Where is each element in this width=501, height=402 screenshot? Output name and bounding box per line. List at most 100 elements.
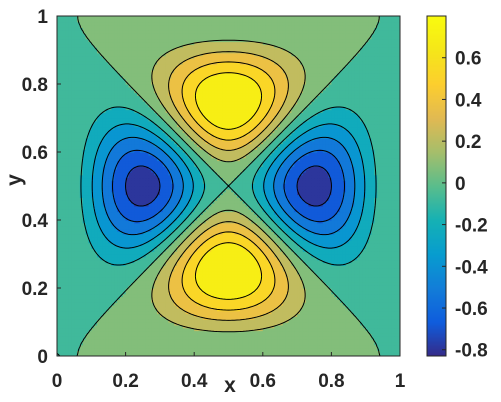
contour-cell — [248, 310, 252, 315]
contour-cell — [154, 296, 158, 300]
contour-cell — [322, 333, 327, 337]
contour-cell — [68, 319, 72, 323]
contour-cell — [371, 262, 375, 266]
contour-cell — [297, 282, 301, 286]
contour-cell — [354, 239, 358, 244]
contour-cell — [202, 299, 207, 303]
contour-cell — [111, 239, 115, 244]
contour-cell — [254, 265, 258, 269]
contour-cell — [151, 259, 155, 264]
contour-cell — [142, 256, 147, 261]
contour-cell — [362, 330, 367, 334]
contour-cell — [251, 259, 255, 264]
contour-cell — [239, 339, 244, 343]
contour-cell — [391, 245, 395, 249]
contour-cell — [294, 288, 298, 292]
contour-cell — [74, 237, 78, 241]
contour-cell — [134, 341, 138, 346]
contour-cell — [185, 254, 190, 258]
contour-cell — [345, 313, 350, 317]
contour-cell — [105, 239, 110, 244]
contour-cell — [228, 296, 232, 300]
contour-cell — [205, 254, 210, 258]
contour-cell — [285, 242, 290, 247]
contour-cell — [108, 307, 112, 312]
contour-cell — [385, 330, 390, 334]
contour-cell — [225, 279, 230, 283]
contour-cell — [179, 302, 184, 306]
contour-cell — [171, 237, 175, 241]
contour-cell — [222, 262, 227, 266]
contour-cell — [182, 282, 187, 286]
contour-cell — [237, 341, 241, 346]
contour-cell — [157, 259, 161, 264]
contour-cell — [348, 276, 353, 281]
contour-cell — [377, 322, 381, 326]
contour-cell — [348, 330, 353, 334]
contour-cell — [251, 279, 255, 283]
contour-cell — [279, 290, 284, 295]
contour-cell — [308, 324, 312, 329]
contour-cell — [285, 327, 290, 332]
contour-cell — [62, 259, 67, 264]
contour-cell — [179, 259, 184, 264]
contour-cell — [368, 248, 373, 252]
contour-cell — [65, 313, 70, 317]
contour-cell — [125, 245, 130, 249]
contour-cell — [262, 290, 267, 295]
contour-cell — [342, 245, 347, 249]
contour-cell — [62, 330, 67, 334]
contour-cell — [282, 313, 287, 317]
contour-cell — [371, 330, 375, 334]
contour-cell — [122, 316, 127, 320]
contour-cell — [159, 327, 164, 332]
contour-cell — [285, 265, 290, 269]
contour-cell — [211, 299, 215, 303]
contour-cell — [299, 254, 304, 258]
contour-cell — [239, 237, 244, 241]
contour-cell — [288, 350, 292, 354]
contour-cell — [325, 344, 330, 349]
contour-cell — [131, 319, 135, 323]
contour-cell — [65, 290, 70, 295]
contour-cell — [188, 299, 192, 303]
contour-cell — [237, 285, 241, 289]
contour-cell — [357, 288, 361, 292]
contour-cell — [362, 324, 367, 329]
contour-cell — [185, 282, 190, 286]
contour-cell — [337, 319, 341, 323]
contour-cell — [202, 313, 207, 317]
contour-cell — [314, 273, 318, 278]
contour-cell — [148, 285, 152, 289]
contour-cell — [142, 307, 147, 312]
contour-cell — [345, 353, 350, 356]
contour-cell — [108, 327, 112, 332]
contour-cell — [265, 347, 270, 351]
contour-cell — [328, 296, 332, 300]
contour-cell — [302, 276, 307, 281]
contour-cell — [91, 254, 95, 258]
contour-cell — [257, 259, 261, 264]
contour-cell — [171, 296, 175, 300]
contour-cell — [154, 268, 158, 272]
contour-cell — [159, 271, 164, 275]
contour-cell — [137, 285, 141, 289]
contour-cell — [248, 282, 252, 286]
contour-cell — [222, 310, 227, 315]
contour-cell — [302, 256, 307, 261]
contour-cell — [174, 282, 178, 286]
contour-cell — [199, 245, 204, 249]
contour-cell — [291, 259, 295, 264]
contour-cell — [228, 276, 232, 281]
contour-cell — [177, 279, 181, 283]
contour-cell — [205, 279, 210, 283]
contour-cell — [308, 254, 312, 258]
contour-cell — [165, 242, 170, 247]
contour-cell — [248, 344, 252, 349]
contour-cell — [294, 251, 298, 255]
contour-cell — [205, 293, 210, 298]
contour-cell — [59, 307, 64, 312]
contour-cell — [351, 339, 355, 343]
contour-cell — [162, 350, 167, 354]
contour-cell — [225, 313, 230, 317]
